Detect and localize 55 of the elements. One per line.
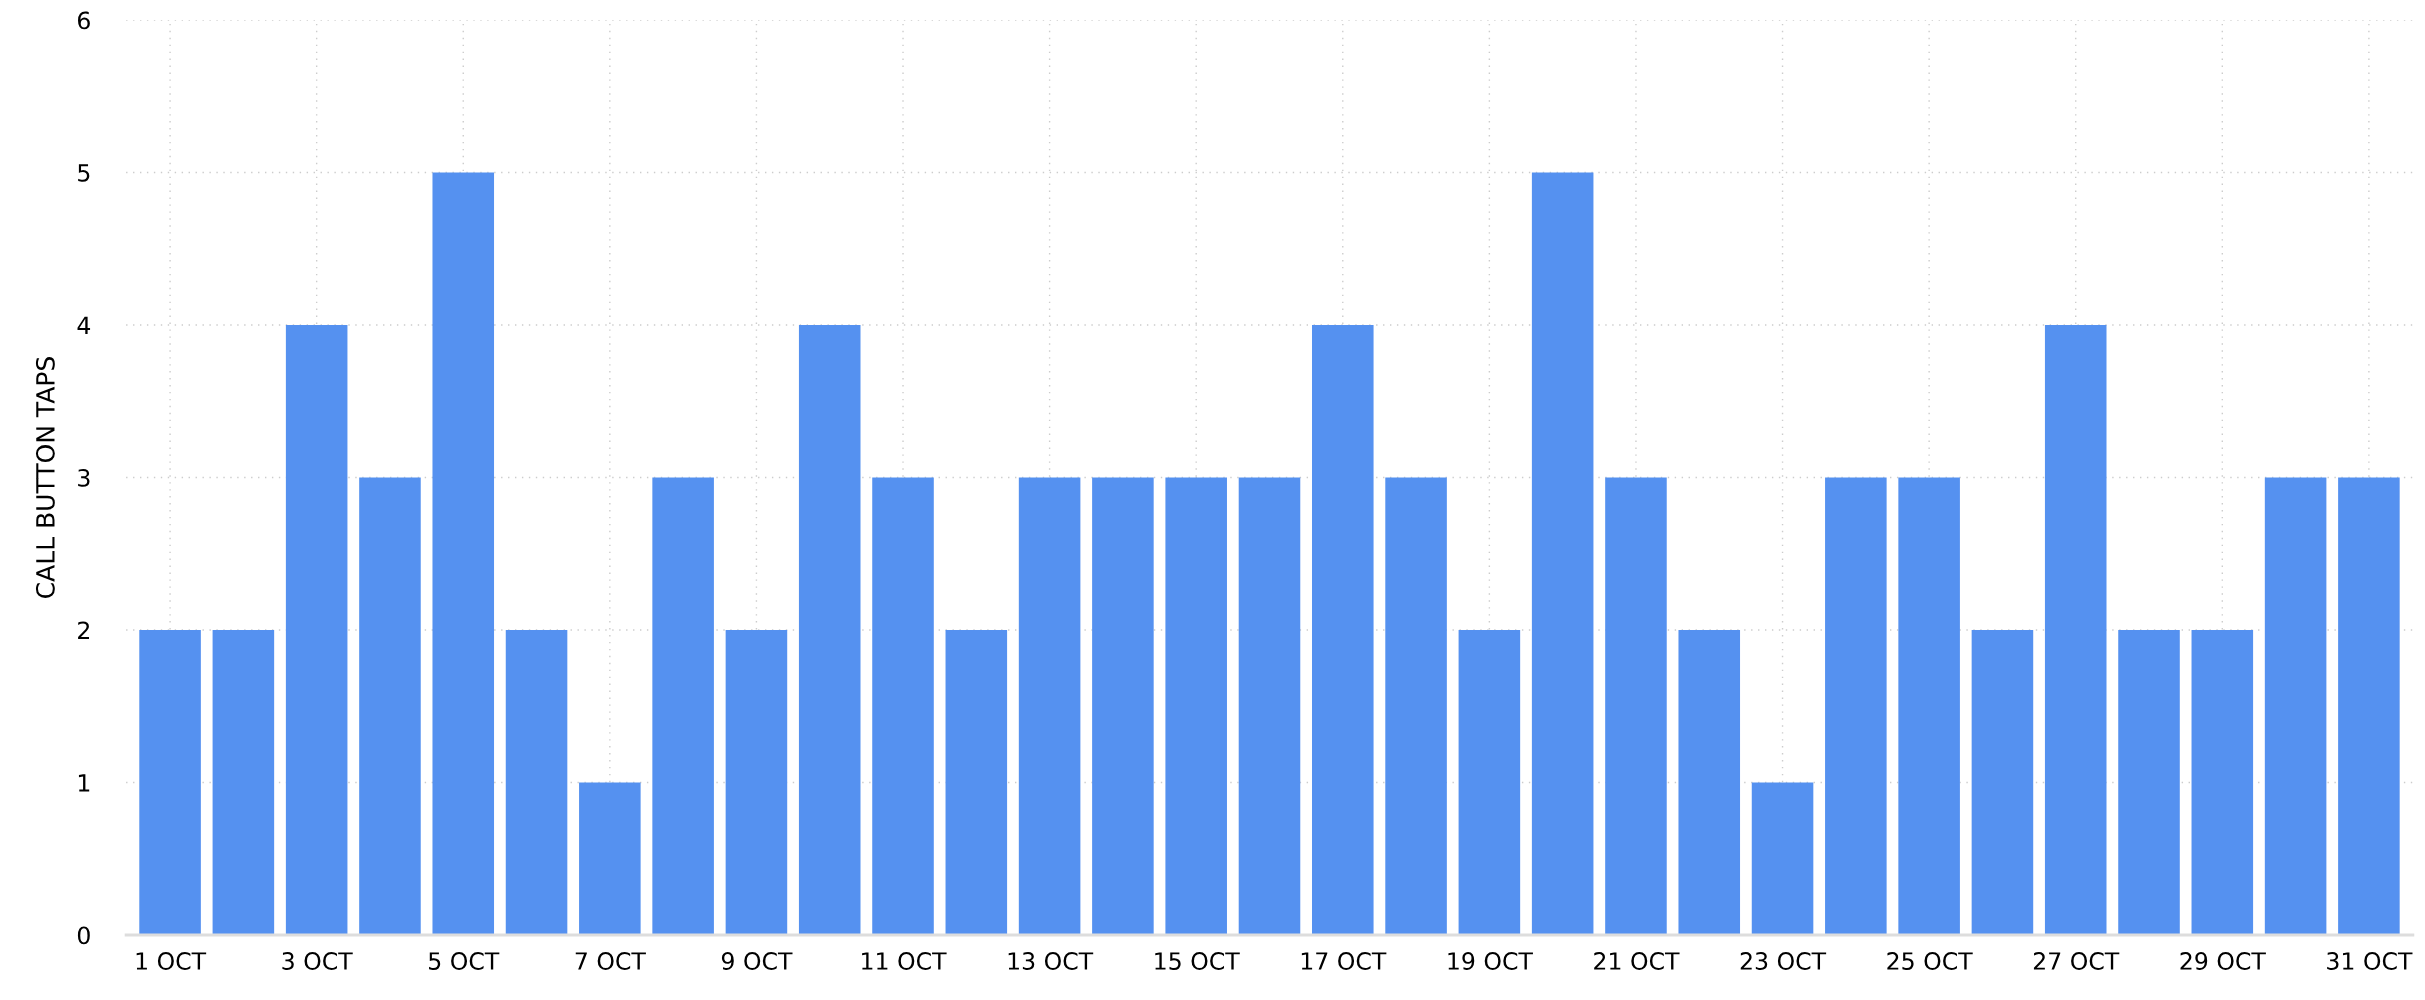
x-tick-label: 11 OCT bbox=[862, 952, 947, 970]
y-tick-label: 3 bbox=[78, 468, 90, 487]
x-tick-label: 17 OCT bbox=[1301, 952, 1387, 970]
bar bbox=[1751, 782, 1814, 935]
bar bbox=[579, 782, 641, 935]
x-tick-label: 7 OCT bbox=[575, 952, 646, 970]
x-tick-label: 3 OCT bbox=[282, 952, 353, 970]
bar bbox=[725, 630, 788, 935]
x-tick-label: 13 OCT bbox=[1008, 952, 1094, 970]
bar bbox=[285, 325, 348, 935]
bar bbox=[1458, 630, 1521, 935]
bar bbox=[1971, 630, 2034, 935]
x-tick-label: 31 OCT bbox=[2327, 952, 2413, 970]
x-tick-label: 1 OCT bbox=[136, 952, 207, 970]
bar bbox=[1825, 477, 1887, 935]
x-tick-label: 21 OCT bbox=[1594, 952, 1680, 970]
x-tick-label: 29 OCT bbox=[2180, 952, 2266, 970]
x-tick-label: 23 OCT bbox=[1740, 952, 1827, 970]
x-tick-label: 5 OCT bbox=[429, 952, 500, 970]
bar bbox=[2264, 477, 2327, 935]
bar bbox=[1238, 477, 1301, 935]
x-tick-label: 15 OCT bbox=[1155, 952, 1240, 970]
y-tick-label: 6 bbox=[78, 11, 90, 30]
bar bbox=[1312, 325, 1374, 935]
y-tick-label: 5 bbox=[78, 164, 90, 182]
bar bbox=[1531, 172, 1594, 935]
bar bbox=[1678, 630, 1741, 935]
bar bbox=[2191, 630, 2254, 935]
y-tick-label: 2 bbox=[78, 621, 90, 639]
bar bbox=[1165, 477, 1227, 935]
bar bbox=[432, 172, 495, 935]
bar bbox=[872, 477, 934, 935]
bar bbox=[139, 630, 201, 935]
bar bbox=[1605, 477, 1667, 935]
bar bbox=[2118, 630, 2180, 935]
bar bbox=[359, 477, 421, 935]
bar bbox=[2338, 477, 2400, 935]
bar bbox=[505, 630, 568, 935]
x-tick-label: 19 OCT bbox=[1448, 952, 1533, 970]
bar bbox=[1898, 477, 1960, 935]
bar bbox=[1092, 477, 1154, 935]
bar bbox=[798, 325, 861, 935]
bar bbox=[1018, 477, 1081, 935]
x-tick-label: 25 OCT bbox=[1887, 952, 1973, 970]
bar bbox=[1385, 477, 1447, 935]
y-axis-title: CALL BUTTON TAPS bbox=[35, 357, 55, 598]
y-tick-label: 0 bbox=[77, 926, 90, 945]
bar bbox=[212, 630, 275, 935]
bar bbox=[2044, 325, 2107, 935]
x-tick-label: 9 OCT bbox=[721, 952, 793, 970]
x-tick-label: 27 OCT bbox=[2033, 952, 2120, 970]
y-tick-label: 1 bbox=[78, 774, 90, 792]
y-tick-label: 4 bbox=[77, 316, 91, 334]
bar bbox=[652, 477, 714, 935]
bar bbox=[945, 630, 1008, 935]
